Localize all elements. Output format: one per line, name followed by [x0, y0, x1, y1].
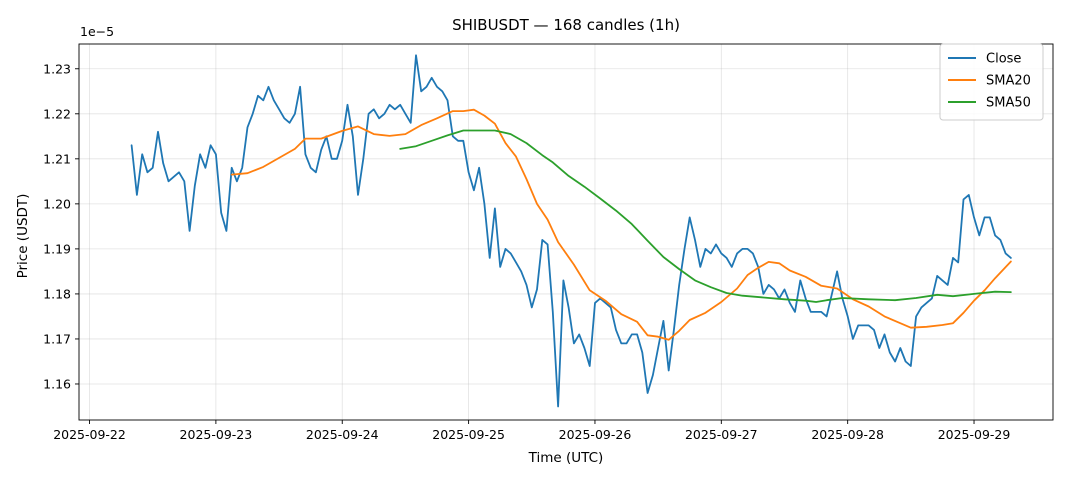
legend-label-close: Close	[986, 52, 1021, 67]
y-tick-label: 1.21	[43, 151, 71, 166]
chart-title: SHIBUSDT — 168 candles (1h)	[452, 16, 680, 34]
y-tick-label: 1.22	[43, 106, 71, 121]
y-axis-label: Price (USDT)	[15, 194, 31, 279]
x-tick-label: 2025-09-22	[53, 427, 126, 442]
x-tick-label: 2025-09-25	[432, 427, 505, 442]
series-line-sma50	[399, 129, 1012, 303]
series-line-sma20	[230, 108, 1012, 341]
series-line-close	[130, 54, 1012, 408]
x-tick-label: 2025-09-23	[180, 427, 253, 442]
plot-frame	[78, 43, 1054, 421]
legend: Close SMA20 SMA50	[939, 43, 1044, 121]
legend-label-sma50: SMA50	[986, 96, 1031, 111]
x-tick-label: 2025-09-28	[811, 427, 884, 442]
y-scale-offset-label: 1e−5	[80, 24, 114, 39]
y-tick-label: 1.23	[43, 61, 71, 76]
y-tick-label: 1.19	[43, 241, 71, 256]
y-tick-label: 1.20	[43, 196, 71, 211]
x-axis-label: Time (UTC)	[528, 450, 604, 466]
y-tick-label: 1.16	[43, 376, 71, 391]
x-axis: 2025-09-22 2025-09-23 2025-09-24 2025-09-25…	[53, 420, 1010, 442]
x-tick-label: 2025-09-29	[938, 427, 1011, 442]
y-tick-label: 1.17	[43, 331, 71, 346]
y-tick-label: 1.18	[43, 286, 71, 301]
legend-label-sma20: SMA20	[986, 74, 1031, 89]
series-layer	[130, 54, 1012, 408]
x-tick-label: 2025-09-27	[685, 427, 758, 442]
y-axis: 1.16 1.17 1.18 1.19 1.20 1.21 1.22 1.23	[43, 61, 79, 391]
grid	[79, 44, 1053, 420]
x-tick-label: 2025-09-24	[306, 427, 379, 442]
x-tick-label: 2025-09-26	[559, 427, 632, 442]
